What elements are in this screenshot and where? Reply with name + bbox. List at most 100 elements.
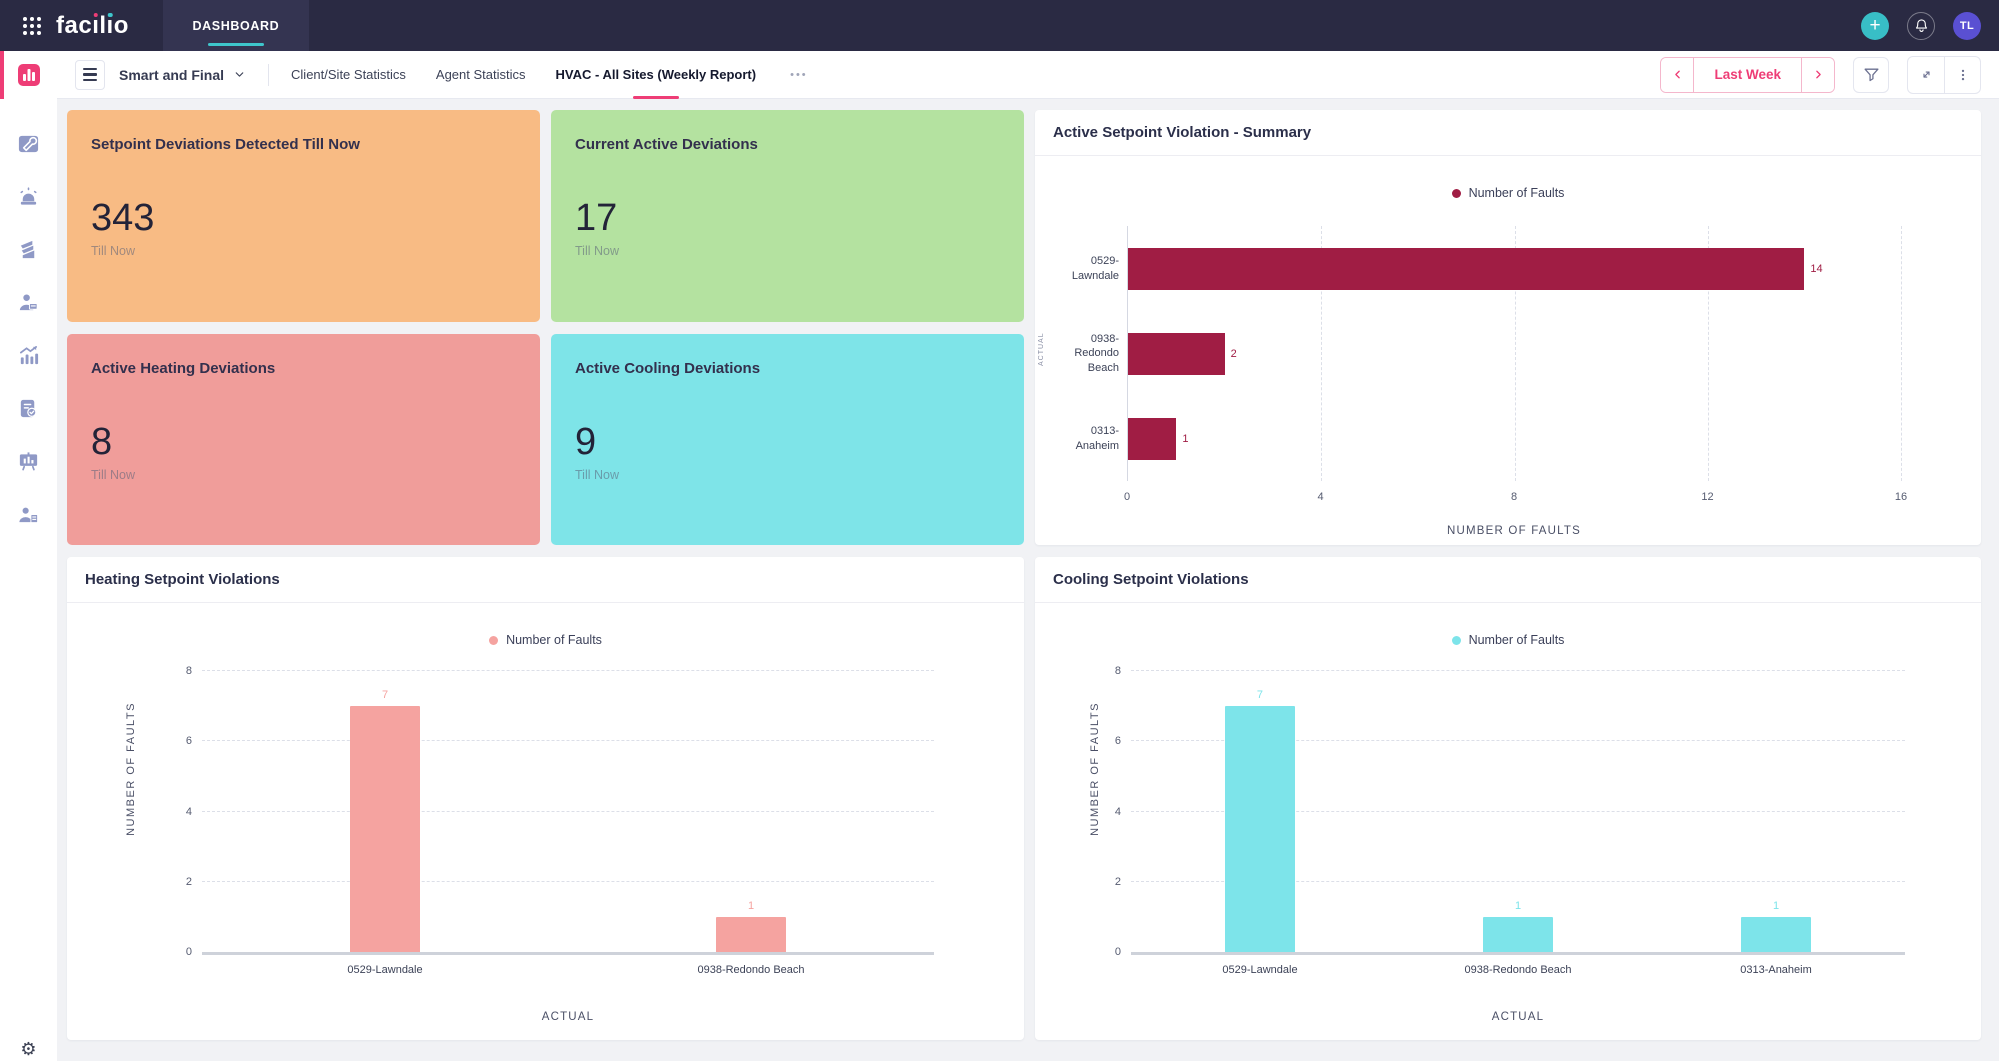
hamburger-icon bbox=[83, 68, 97, 71]
grid-line bbox=[1131, 670, 1905, 671]
category-axis: 0529-Lawndale 0938-Redondo Beach 0313-Anah… bbox=[1131, 964, 1905, 979]
kpi-title: Current Active Deviations bbox=[575, 136, 758, 153]
period-pager: Last Week bbox=[1660, 56, 1835, 93]
sidebar-item-maintenance[interactable] bbox=[16, 130, 42, 156]
panel-title: Active Setpoint Violation - Summary bbox=[1053, 124, 1312, 141]
tab-hvac-all-sites[interactable]: HVAC - All Sites (Weekly Report) bbox=[556, 51, 757, 99]
bar: 7 bbox=[350, 689, 420, 952]
bar-value-label: 14 bbox=[1810, 262, 1823, 275]
sidebar-item-sites[interactable] bbox=[16, 236, 42, 262]
presentation-icon bbox=[17, 450, 40, 473]
kpi-value: 9 bbox=[575, 420, 597, 463]
kebab-icon bbox=[1956, 68, 1970, 82]
sidebar-item-dashboards-board[interactable] bbox=[16, 448, 42, 474]
grid-line bbox=[1131, 740, 1905, 742]
tab-client-site-statistics[interactable]: Client/Site Statistics bbox=[291, 67, 406, 82]
alarm-icon bbox=[17, 185, 40, 208]
user-avatar[interactable]: TL bbox=[1953, 11, 1981, 40]
kpi-card-active-cooling-deviations: Active Cooling Deviations 9 Till Now bbox=[551, 333, 1024, 545]
kpi-card-active-heating-deviations: Active Heating Deviations 8 Till Now bbox=[67, 333, 540, 545]
kpi-card-current-active-deviations: Current Active Deviations 17 Till Now bbox=[551, 110, 1024, 322]
period-selector[interactable]: Last Week bbox=[1693, 57, 1802, 92]
y-axis-label: NUMBER OF FAULTS bbox=[125, 702, 137, 836]
notifications-button[interactable] bbox=[1907, 11, 1935, 40]
sidebar-item-reports[interactable] bbox=[16, 395, 42, 421]
expand-button[interactable] bbox=[1908, 57, 1944, 93]
kpi-title: Active Cooling Deviations bbox=[575, 359, 761, 377]
chevron-left-icon bbox=[1671, 68, 1684, 81]
toolbar-divider bbox=[268, 63, 270, 86]
axis-tick: 2 bbox=[1114, 875, 1121, 888]
facilio-logo[interactable]: facılıo bbox=[56, 11, 129, 39]
axis-tick: 0 bbox=[185, 946, 192, 958]
chevron-down-icon bbox=[233, 68, 246, 81]
bar-value-label: 2 bbox=[1230, 347, 1237, 360]
bar: 7 bbox=[1224, 689, 1295, 952]
dashboard-list-button[interactable] bbox=[75, 59, 105, 90]
dashboard-tabs: Client/Site Statistics Agent Statistics … bbox=[291, 51, 812, 99]
category-label: 0313-Anaheim bbox=[1075, 425, 1119, 452]
topnav-tab-dashboard[interactable]: DASHBOARD bbox=[162, 0, 309, 51]
grid-line bbox=[1131, 810, 1905, 812]
sidebar-item-analytics[interactable] bbox=[16, 342, 42, 368]
legend-label: Number of Faults bbox=[1468, 186, 1565, 200]
summary-chart-panel: Active Setpoint Violation - Summary Numb… bbox=[1035, 110, 1981, 545]
kpi-grid: Setpoint Deviations Detected Till Now 34… bbox=[67, 110, 1024, 545]
top-bar: facılıo DASHBOARD + TL bbox=[0, 0, 1999, 51]
kpi-value: 8 bbox=[91, 420, 113, 463]
filter-button[interactable] bbox=[1853, 56, 1889, 93]
bar-row: 1 bbox=[1128, 396, 1901, 481]
more-options-button[interactable] bbox=[1944, 56, 1980, 93]
tabs-overflow-button[interactable]: ••• bbox=[786, 65, 812, 85]
asset-user-icon bbox=[17, 503, 40, 526]
previous-period-button[interactable] bbox=[1661, 57, 1694, 92]
grid-line bbox=[202, 670, 934, 671]
chart-legend[interactable]: Number of Faults bbox=[1035, 156, 1981, 200]
tab-agent-statistics[interactable]: Agent Statistics bbox=[435, 67, 526, 82]
plus-icon: + bbox=[1869, 15, 1881, 36]
settings-button[interactable]: ⚙ bbox=[20, 1040, 36, 1058]
axis-tick: 6 bbox=[185, 735, 192, 748]
bar: 1 bbox=[716, 900, 786, 952]
report-icon bbox=[17, 397, 40, 420]
bar bbox=[1128, 332, 1225, 375]
category-label: 0938-Redondo Beach bbox=[1074, 333, 1119, 374]
dashboard-icon bbox=[17, 63, 41, 87]
kpi-subtitle: Till Now bbox=[575, 467, 619, 482]
plot-area: 14 2 1 bbox=[1127, 226, 1902, 481]
category-label: 0938-Redondo Beach bbox=[697, 964, 805, 976]
chart-legend[interactable]: Number of Faults bbox=[67, 603, 1024, 647]
category-label: 0529-Lawndale bbox=[347, 964, 423, 976]
sidebar-item-agents[interactable] bbox=[16, 289, 42, 315]
bar-value-label: 1 bbox=[1514, 899, 1522, 912]
axis-tick: 16 bbox=[1894, 491, 1908, 503]
sidebar-item-alarms[interactable] bbox=[16, 183, 42, 209]
legend-label: Number of Faults bbox=[1468, 633, 1565, 647]
dashboard-group-selector[interactable]: Smart and Final bbox=[119, 67, 246, 83]
bar-value-label: 1 bbox=[747, 899, 755, 912]
bar-value-label: 7 bbox=[1256, 689, 1264, 702]
dashboard-content: Setpoint Deviations Detected Till Now 34… bbox=[57, 99, 1999, 1061]
create-button[interactable]: + bbox=[1861, 11, 1889, 40]
x-axis-label: NUMBER OF FAULTS bbox=[1447, 525, 1581, 537]
category-label: 0313-Anaheim bbox=[1740, 964, 1812, 976]
app-grid-icon[interactable] bbox=[22, 16, 42, 36]
next-period-button[interactable] bbox=[1802, 57, 1834, 92]
legend-dot bbox=[1451, 635, 1461, 645]
sidebar-item-dashboard[interactable] bbox=[16, 62, 42, 88]
grid-line bbox=[1131, 880, 1905, 882]
axis-tick: 12 bbox=[1701, 491, 1714, 503]
axis-tick: 4 bbox=[1317, 491, 1324, 503]
sidebar-item-assets[interactable] bbox=[16, 501, 42, 527]
expand-icon bbox=[1919, 67, 1934, 82]
kpi-title: Setpoint Deviations Detected Till Now bbox=[91, 136, 360, 153]
kpi-value: 343 bbox=[91, 197, 155, 239]
bar bbox=[1128, 247, 1805, 290]
chart-legend[interactable]: Number of Faults bbox=[1035, 603, 1981, 647]
kpi-subtitle: Till Now bbox=[91, 467, 135, 482]
category-axis: 0529-Lawndale 0938-Redondo Beach 0313-Anah… bbox=[1051, 226, 1127, 481]
legend-dot bbox=[1451, 188, 1461, 198]
kpi-subtitle: Till Now bbox=[91, 244, 135, 258]
x-axis-label: ACTUAL bbox=[1491, 1011, 1545, 1023]
kpi-subtitle: Till Now bbox=[575, 244, 619, 258]
